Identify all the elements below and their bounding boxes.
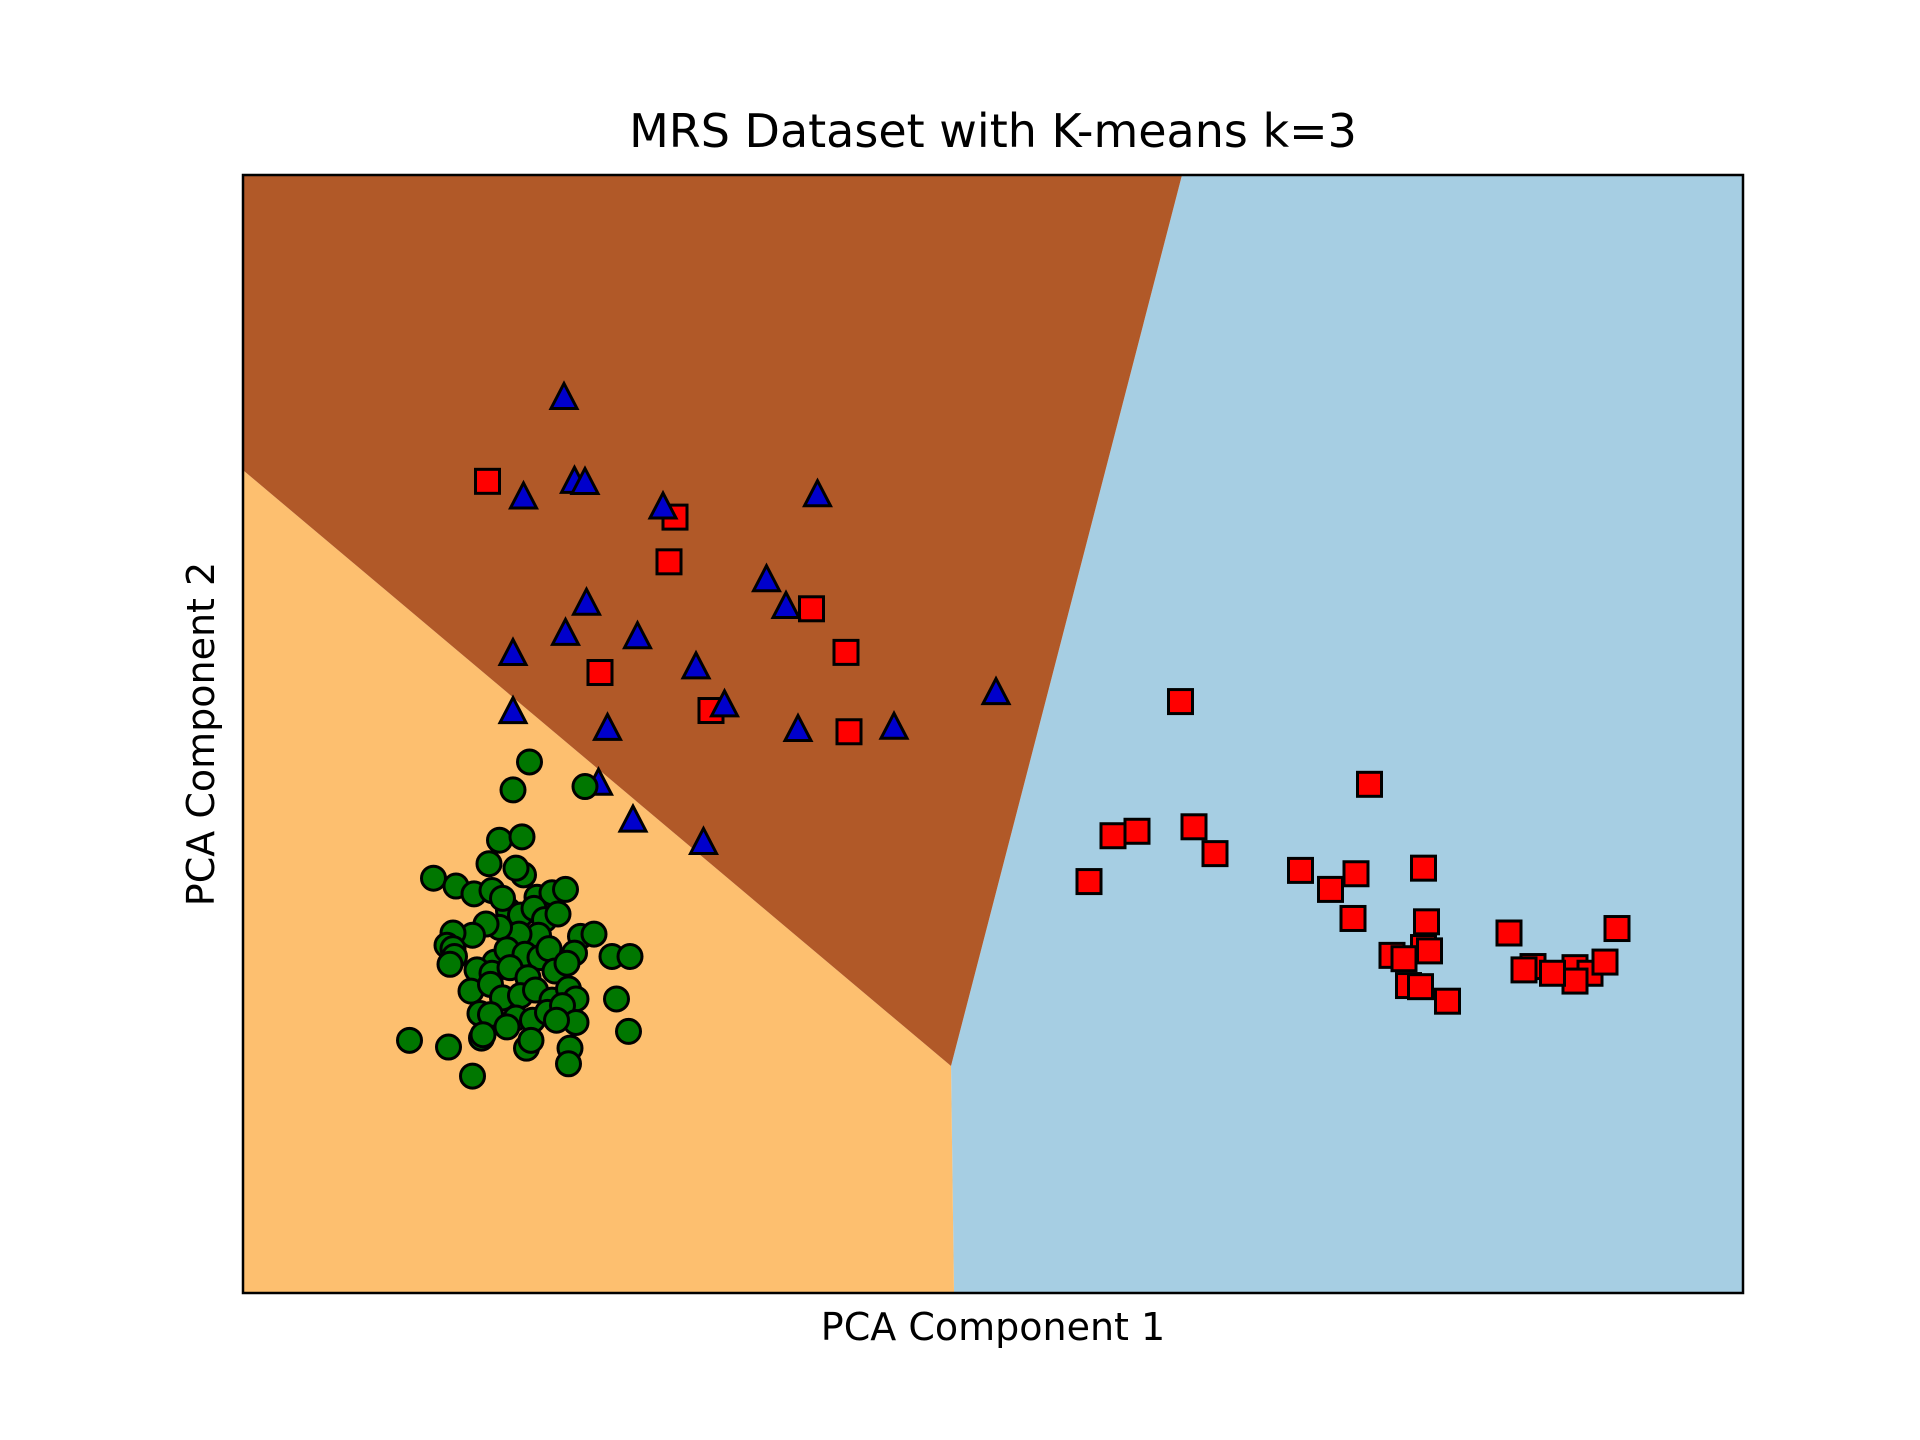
data-point-square — [1510, 956, 1538, 984]
data-point-triangle — [550, 616, 581, 646]
region-cluster-0 — [951, 175, 1743, 1293]
data-point-circle — [615, 1017, 642, 1045]
data-point-circle — [489, 884, 516, 912]
y-axis-label: PCA Component 2 — [179, 562, 223, 906]
data-point-square — [1495, 919, 1523, 947]
data-point-triangle — [751, 562, 782, 593]
data-point-circle — [544, 900, 572, 928]
data-point-square — [1099, 822, 1127, 850]
data-point-triangle — [592, 711, 623, 741]
data-point-square — [832, 638, 860, 666]
region-cluster-1 — [243, 470, 954, 1294]
scatter-points — [396, 380, 1631, 1090]
data-point-triangle — [497, 694, 529, 725]
data-point-circle — [543, 1006, 570, 1034]
data-point-circle — [555, 1050, 582, 1078]
data-point-circle — [516, 748, 543, 776]
data-point-triangle — [617, 802, 649, 833]
data-point-circle — [499, 776, 527, 804]
data-point-triangle — [770, 589, 802, 620]
data-point-square — [1123, 817, 1151, 845]
data-point-triangle — [647, 489, 679, 520]
data-point-circle — [603, 985, 630, 1013]
data-point-triangle — [802, 477, 833, 508]
data-point-circle — [552, 875, 579, 903]
data-point-triangle — [508, 479, 539, 510]
data-point-triangle — [709, 687, 740, 718]
data-point-square — [1416, 937, 1443, 965]
data-point-square — [655, 548, 683, 576]
data-point-circle — [435, 1033, 462, 1061]
data-point-square — [586, 659, 614, 687]
data-point-square — [1561, 967, 1589, 995]
data-point-square — [1180, 813, 1208, 841]
data-point-square — [1287, 856, 1314, 884]
data-point-circle — [502, 854, 530, 882]
data-point-triangle — [878, 710, 910, 740]
data-point-circle — [436, 950, 464, 978]
data-point-square — [1167, 688, 1194, 716]
data-point-circle — [493, 1013, 521, 1041]
data-point-circle — [459, 1062, 486, 1090]
data-point-circle — [486, 826, 513, 854]
data-point-triangle — [980, 675, 1012, 706]
data-point-circle — [396, 1026, 423, 1054]
data-point-square — [1591, 948, 1619, 976]
data-point-square — [1356, 770, 1383, 798]
data-point-square — [1539, 959, 1566, 987]
data-point-square — [1075, 868, 1103, 896]
data-point-triangle — [497, 636, 529, 667]
data-point-triangle — [548, 380, 580, 410]
data-point-square — [1413, 908, 1440, 936]
data-point-circle — [616, 942, 644, 970]
data-point-triangle — [688, 825, 719, 855]
decision-regions — [243, 175, 1743, 1294]
data-point-square — [1603, 915, 1631, 943]
data-point-square — [1317, 875, 1344, 903]
region-cluster-2 — [243, 175, 1182, 1067]
data-point-square — [1390, 945, 1418, 973]
data-point-square — [1434, 987, 1461, 1015]
data-point-circle — [475, 850, 503, 878]
data-point-square — [835, 718, 863, 746]
data-point-square — [1201, 840, 1229, 868]
data-point-triangle — [680, 649, 712, 680]
data-point-square — [474, 467, 501, 495]
data-point-triangle — [569, 465, 601, 495]
data-point-square — [798, 595, 825, 623]
data-point-circle — [420, 864, 447, 892]
data-point-circle — [553, 949, 581, 977]
plot-frame — [241, 173, 1745, 1295]
chart-title: MRS Dataset with K-means k=3 — [629, 104, 1357, 158]
data-point-square — [1410, 854, 1437, 882]
data-point-triangle — [622, 619, 653, 650]
data-point-square — [1407, 973, 1434, 1001]
data-point-square — [1342, 860, 1370, 888]
data-point-circle — [580, 920, 608, 948]
data-point-square — [1339, 904, 1367, 932]
data-point-circle — [508, 823, 536, 851]
data-point-triangle — [571, 585, 602, 616]
data-point-circle — [571, 773, 599, 801]
data-point-circle — [517, 1026, 545, 1054]
data-point-triangle — [782, 712, 814, 743]
data-point-circle — [469, 1021, 497, 1049]
x-axis-label: PCA Component 1 — [821, 1305, 1165, 1349]
